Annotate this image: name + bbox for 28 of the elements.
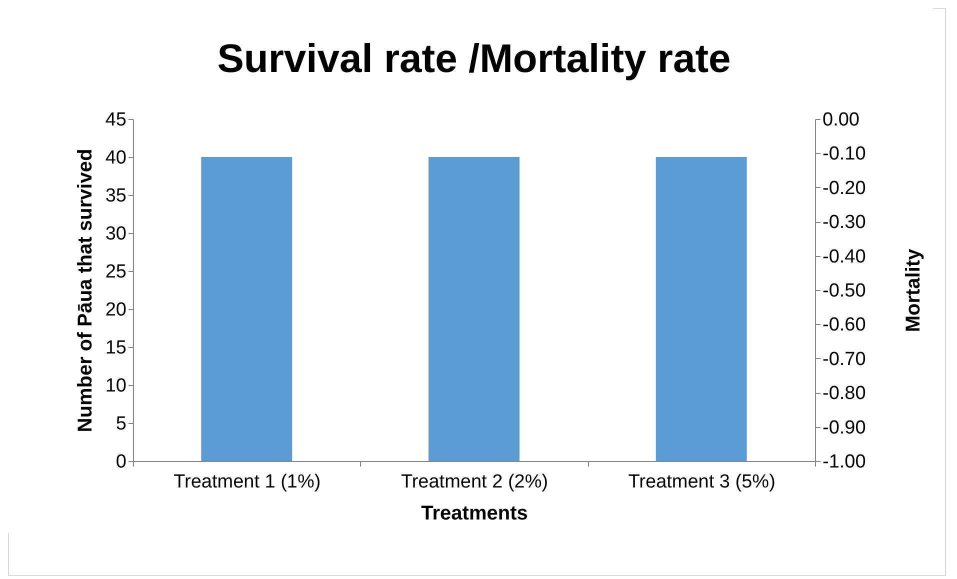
chart-title: Survival rate /Mortality rate bbox=[217, 37, 731, 81]
y2-tick-label: -0.10 bbox=[822, 144, 866, 165]
y-tick-label: 25 bbox=[105, 262, 126, 282]
y-tick-label: 15 bbox=[105, 338, 126, 358]
y2-axis-title: Mortality bbox=[902, 248, 924, 332]
y2-tick-label: -0.90 bbox=[822, 417, 866, 438]
y2-tick-label: -0.50 bbox=[822, 280, 866, 302]
y2-tick-label: -0.70 bbox=[822, 348, 866, 370]
y2-tick-label: -0.60 bbox=[822, 314, 866, 336]
y-tick-label: 40 bbox=[105, 148, 126, 168]
x-tick-label: Treatment 3 (5%) bbox=[628, 472, 776, 492]
y-tick-label: 0 bbox=[116, 452, 126, 472]
y2-tick-label: -1.00 bbox=[822, 452, 866, 472]
x-axis-title: Treatments bbox=[421, 502, 528, 524]
y2-tick-label: -0.80 bbox=[822, 383, 866, 404]
y2-tick-label: -0.40 bbox=[822, 246, 866, 268]
y-tick-label: 30 bbox=[105, 224, 126, 244]
y-axis-title: Number of Pāua that survived bbox=[74, 148, 96, 432]
y-tick-label: 5 bbox=[116, 414, 126, 434]
y-tick-label: 20 bbox=[105, 300, 126, 320]
y-tick-label: 45 bbox=[105, 110, 126, 130]
y-tick-label: 10 bbox=[105, 376, 126, 396]
x-tick-label: Treatment 1 (1%) bbox=[174, 472, 321, 492]
y2-tick-label: 0.00 bbox=[822, 110, 860, 130]
x-tick-label: Treatment 2 (2%) bbox=[400, 472, 548, 492]
y-tick-label: 35 bbox=[105, 186, 126, 206]
y2-tick-label: -0.30 bbox=[822, 212, 866, 234]
y2-tick-label: -0.20 bbox=[822, 178, 866, 199]
